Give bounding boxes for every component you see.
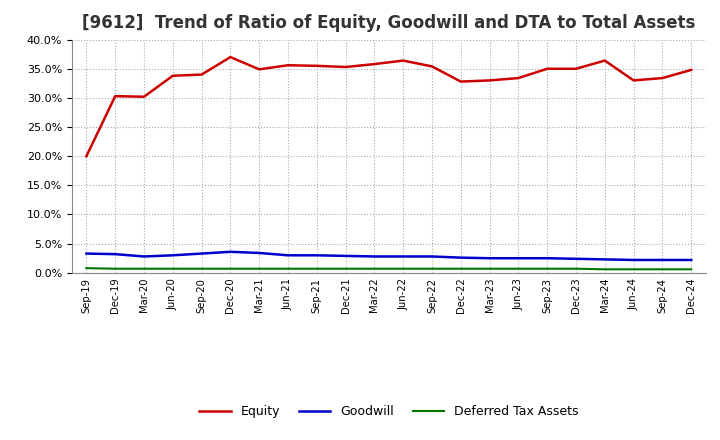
Goodwill (226, 249, 235, 254)
Title: [9612]  Trend of Ratio of Equity, Goodwill and DTA to Total Assets: [9612] Trend of Ratio of Equity, Goodwil… (82, 15, 696, 33)
Equity (197, 72, 206, 77)
Goodwill (82, 251, 91, 256)
Deferred Tax Assets (312, 266, 321, 271)
Goodwill (111, 252, 120, 257)
Equity (341, 64, 350, 70)
Goodwill (485, 256, 494, 261)
Equity (370, 62, 379, 67)
Equity (226, 55, 235, 60)
Goodwill (399, 254, 408, 259)
Deferred Tax Assets (600, 267, 609, 272)
Deferred Tax Assets (370, 266, 379, 271)
Deferred Tax Assets (514, 266, 523, 271)
Deferred Tax Assets (658, 267, 667, 272)
Goodwill (284, 253, 292, 258)
Equity (255, 67, 264, 72)
Deferred Tax Assets (140, 266, 148, 271)
Deferred Tax Assets (428, 266, 436, 271)
Legend: Equity, Goodwill, Deferred Tax Assets: Equity, Goodwill, Deferred Tax Assets (194, 400, 583, 423)
Goodwill (658, 257, 667, 263)
Equity (168, 73, 177, 78)
Equity (312, 63, 321, 69)
Deferred Tax Assets (456, 266, 465, 271)
Equity (456, 79, 465, 84)
Goodwill (456, 255, 465, 260)
Equity (140, 94, 148, 99)
Goodwill (543, 256, 552, 261)
Deferred Tax Assets (255, 266, 264, 271)
Goodwill (197, 251, 206, 256)
Goodwill (572, 256, 580, 261)
Goodwill (312, 253, 321, 258)
Goodwill (629, 257, 638, 263)
Deferred Tax Assets (82, 265, 91, 271)
Equity (543, 66, 552, 71)
Deferred Tax Assets (226, 266, 235, 271)
Deferred Tax Assets (168, 266, 177, 271)
Goodwill (255, 250, 264, 256)
Deferred Tax Assets (543, 266, 552, 271)
Goodwill (514, 256, 523, 261)
Equity (428, 64, 436, 69)
Equity (687, 67, 696, 73)
Deferred Tax Assets (197, 266, 206, 271)
Equity (600, 58, 609, 63)
Deferred Tax Assets (629, 267, 638, 272)
Goodwill (168, 253, 177, 258)
Deferred Tax Assets (399, 266, 408, 271)
Goodwill (687, 257, 696, 263)
Equity (629, 78, 638, 83)
Goodwill (428, 254, 436, 259)
Line: Goodwill: Goodwill (86, 252, 691, 260)
Equity (658, 75, 667, 81)
Goodwill (341, 253, 350, 259)
Equity (485, 78, 494, 83)
Equity (572, 66, 580, 71)
Equity (284, 62, 292, 68)
Goodwill (600, 257, 609, 262)
Goodwill (140, 254, 148, 259)
Deferred Tax Assets (341, 266, 350, 271)
Deferred Tax Assets (111, 266, 120, 271)
Equity (82, 154, 91, 159)
Deferred Tax Assets (485, 266, 494, 271)
Deferred Tax Assets (284, 266, 292, 271)
Equity (111, 94, 120, 99)
Goodwill (370, 254, 379, 259)
Deferred Tax Assets (687, 267, 696, 272)
Deferred Tax Assets (572, 266, 580, 271)
Line: Deferred Tax Assets: Deferred Tax Assets (86, 268, 691, 269)
Equity (514, 75, 523, 81)
Line: Equity: Equity (86, 57, 691, 156)
Equity (399, 58, 408, 63)
